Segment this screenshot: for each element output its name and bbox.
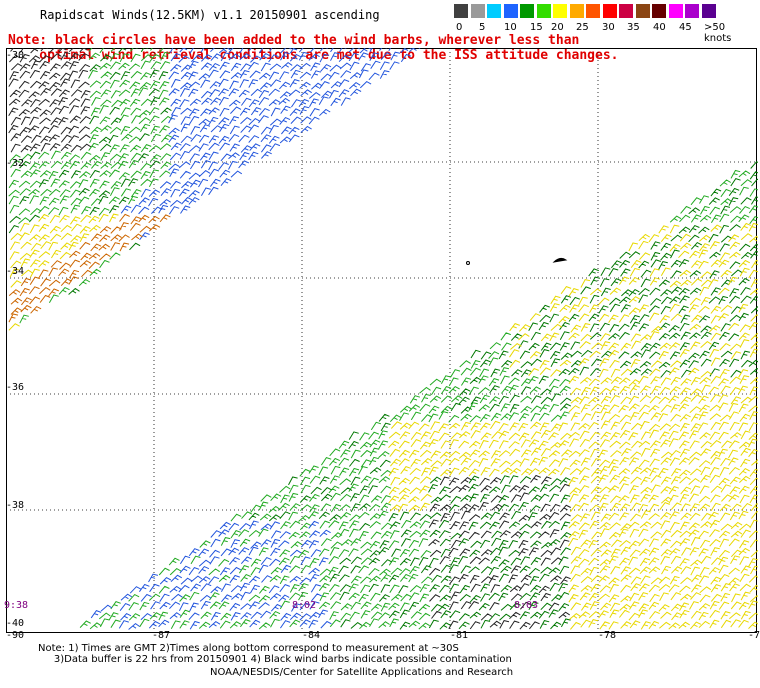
latitude-label: -38 bbox=[6, 500, 25, 511]
scale-swatch bbox=[685, 4, 699, 18]
scale-label: 10 bbox=[504, 22, 517, 33]
scale-label: 35 bbox=[627, 22, 640, 33]
pass-time-label: 9:38 bbox=[4, 600, 29, 611]
scale-swatch bbox=[635, 4, 650, 18]
latitude-label: -36 bbox=[6, 382, 25, 393]
scale-label: 30 bbox=[602, 22, 615, 33]
longitude-label: -87 bbox=[152, 630, 171, 641]
scale-label: 40 bbox=[653, 22, 666, 33]
longitude-label: -90 bbox=[6, 630, 25, 641]
island-dot bbox=[466, 261, 470, 265]
warning-note: Note: black circles have been added to t… bbox=[8, 33, 619, 63]
scale-swatch bbox=[652, 4, 666, 18]
wind-barbs bbox=[8, 48, 758, 630]
credit-line: NOAA/NESDIS/Center for Satellite Applica… bbox=[210, 667, 514, 678]
scale-swatch bbox=[569, 4, 584, 18]
island-shape bbox=[552, 257, 568, 263]
scale-label: 45 bbox=[679, 22, 692, 33]
scale-swatch bbox=[553, 4, 567, 18]
map-title: Rapidscat Winds(12.5KM) v1.1 20150901 as… bbox=[40, 8, 380, 22]
scale-label: 0 bbox=[456, 22, 463, 33]
wind-barb-group bbox=[8, 213, 758, 630]
scale-swatch bbox=[503, 4, 518, 18]
wind-barb-group bbox=[90, 48, 421, 630]
scale-label: 15 bbox=[530, 22, 543, 33]
scale-label: 20 bbox=[551, 22, 564, 33]
scale-swatch bbox=[454, 4, 468, 18]
scale-label: >50 knots bbox=[704, 22, 732, 44]
wind-barb-group bbox=[8, 48, 758, 630]
latitude-label: -32 bbox=[6, 158, 25, 169]
footnote: Note: 1) Times are GMT 2)Times along bot… bbox=[38, 643, 512, 665]
wind-barb-group bbox=[8, 48, 571, 630]
scale-swatch bbox=[536, 4, 551, 18]
longitude-label: -84 bbox=[302, 630, 321, 641]
longitude-label: -78 bbox=[598, 630, 617, 641]
scale-swatch bbox=[470, 4, 485, 18]
scale-swatch bbox=[619, 4, 633, 18]
scale-swatch bbox=[586, 4, 600, 18]
latitude-label: -40 bbox=[6, 618, 25, 629]
pass-time-label: 8:03 bbox=[514, 600, 539, 611]
wind-barb-group bbox=[8, 213, 171, 323]
scale-swatch bbox=[520, 4, 534, 18]
longitude-label: -75 bbox=[748, 630, 760, 641]
scale-swatch bbox=[487, 4, 501, 18]
scale-swatch bbox=[701, 4, 716, 18]
wind-barb-map bbox=[6, 48, 758, 634]
latitude-label: -34 bbox=[6, 266, 25, 277]
scale-swatch bbox=[602, 4, 617, 18]
latitude-label: -30 bbox=[6, 50, 25, 61]
scale-label: 5 bbox=[479, 22, 486, 33]
longitude-label: -81 bbox=[450, 630, 469, 641]
wind-barb-group bbox=[8, 48, 758, 630]
scale-label: 25 bbox=[576, 22, 589, 33]
scale-swatch bbox=[668, 4, 683, 18]
pass-time-label: 8:02 bbox=[292, 600, 317, 611]
